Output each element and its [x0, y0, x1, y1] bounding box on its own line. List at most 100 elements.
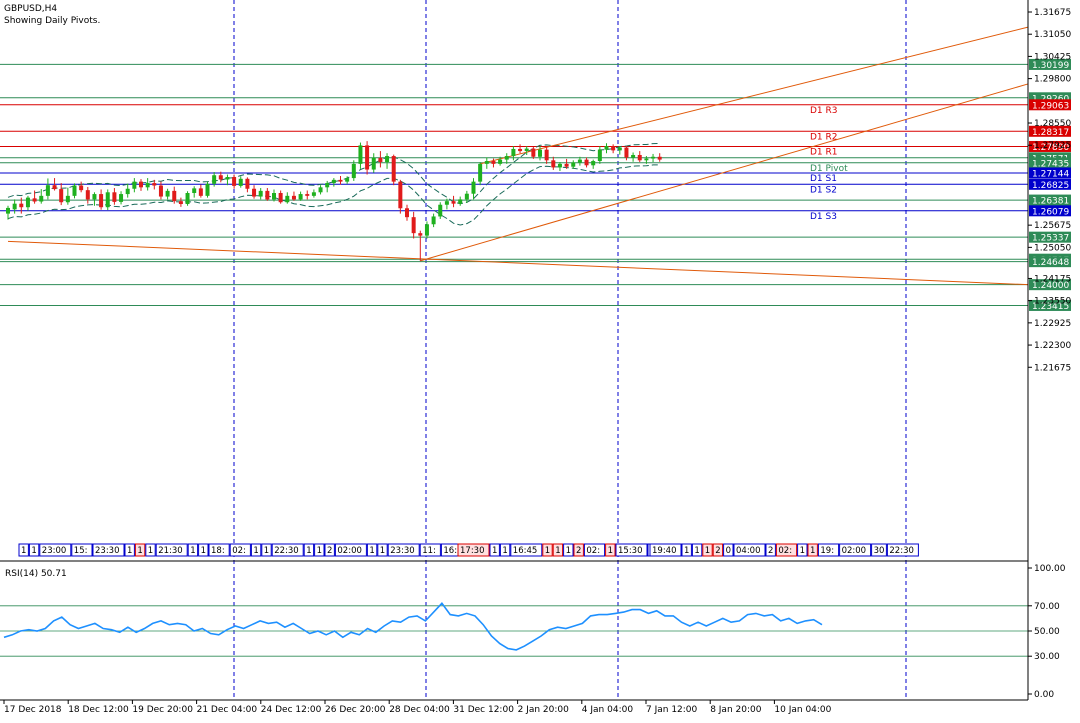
event-marker[interactable] [39, 543, 72, 557]
event-marker-label: 23:30 [95, 546, 120, 556]
event-marker[interactable] [573, 543, 584, 557]
event-marker[interactable] [681, 543, 692, 557]
level-price-label: 1.27435 [1032, 159, 1069, 169]
bull-candle [597, 149, 602, 162]
event-marker[interactable] [366, 543, 378, 557]
event-marker[interactable] [124, 543, 135, 557]
level-price-box [1029, 205, 1071, 217]
event-marker[interactable] [807, 543, 818, 557]
event-marker[interactable] [92, 543, 125, 557]
event-marker[interactable] [563, 543, 574, 557]
bull-candle [617, 147, 622, 151]
bull-candle [571, 162, 576, 167]
event-marker[interactable] [583, 543, 606, 557]
event-marker[interactable] [229, 543, 251, 557]
event-marker[interactable] [271, 543, 304, 557]
event-marker-label: 2 [327, 546, 332, 556]
bear-candle [398, 181, 403, 209]
bear-candle [178, 201, 183, 205]
event-marker[interactable] [334, 543, 367, 557]
bull-candle [557, 163, 562, 168]
event-marker[interactable] [765, 543, 776, 557]
event-marker[interactable] [691, 543, 703, 557]
event-marker[interactable] [649, 543, 682, 557]
event-marker-label: 23:00 [42, 546, 67, 556]
event-marker[interactable] [208, 543, 230, 557]
event-marker[interactable] [303, 543, 315, 557]
trendlines[interactable] [7, 26, 1029, 286]
event-markers[interactable]: 1 1 23:00 15: 23:30 1 1 1 21:30 1 1 18: 02: 1 1 22:30 1 1… [18, 543, 919, 557]
time-tick-label: 18 Dec 12:00 [68, 705, 129, 715]
bear-candle [405, 208, 409, 218]
event-marker[interactable] [145, 543, 156, 557]
level-price-box [1029, 140, 1071, 152]
event-marker[interactable] [314, 543, 325, 557]
event-marker[interactable] [510, 543, 543, 557]
event-marker[interactable] [552, 543, 564, 557]
trendline [7, 240, 1029, 286]
rsi-panel: 100.00 70.00 50.00 30.00 0.00 [0, 564, 1066, 700]
bull-candle [498, 159, 503, 164]
event-marker[interactable] [28, 543, 40, 557]
event-marker[interactable] [702, 543, 713, 557]
event-marker[interactable] [499, 543, 511, 557]
pivot-tag-label: D1 S3 [810, 212, 837, 222]
level-price-box [1029, 299, 1071, 311]
bear-candle [564, 163, 569, 167]
event-marker[interactable] [712, 543, 724, 557]
bull-candle [591, 161, 596, 166]
event-marker[interactable] [457, 543, 490, 557]
event-marker[interactable] [377, 543, 388, 557]
event-marker[interactable] [324, 543, 335, 557]
time-tick-label: 24 Dec 12:00 [261, 705, 322, 715]
event-marker[interactable] [18, 543, 29, 557]
time-tick-label: 10 Jan 04:00 [774, 705, 831, 715]
event-marker[interactable] [387, 543, 420, 557]
bull-candle [92, 194, 97, 200]
bear-candle [158, 185, 163, 197]
bull-candle [285, 195, 290, 203]
event-marker[interactable] [419, 543, 441, 557]
event-marker-label: 1 [555, 546, 560, 556]
level-price-box [1029, 167, 1071, 179]
event-marker[interactable] [134, 543, 146, 557]
rsi-label: RSI(14) 50.71 [5, 569, 67, 579]
event-marker[interactable] [839, 543, 872, 557]
event-marker[interactable] [733, 543, 766, 557]
event-marker-label: 30 [874, 546, 885, 556]
bull-candle [6, 207, 10, 214]
event-marker[interactable] [886, 543, 919, 557]
event-marker[interactable] [71, 543, 93, 557]
event-marker[interactable] [198, 543, 209, 557]
event-marker[interactable] [542, 543, 553, 557]
event-marker[interactable] [261, 543, 272, 557]
event-marker[interactable] [723, 543, 734, 557]
event-marker-label: 15:30 [618, 546, 643, 556]
event-marker[interactable] [250, 543, 262, 557]
bear-candle [305, 194, 310, 196]
level-price-box [1029, 99, 1071, 111]
event-marker[interactable] [615, 543, 648, 557]
event-marker[interactable] [187, 543, 199, 557]
event-marker-label: 1 [608, 546, 613, 556]
event-marker[interactable] [489, 543, 500, 557]
upper-envelope-line [7, 143, 660, 205]
bear-candle [218, 175, 223, 180]
event-marker[interactable] [871, 543, 887, 557]
event-marker-label: 1 [253, 546, 258, 556]
event-marker-label: 21:30 [158, 546, 183, 556]
bear-candle [584, 159, 589, 166]
event-marker[interactable] [797, 543, 808, 557]
bear-candle [172, 190, 177, 202]
pivot-tag-label: D1 R1 [810, 147, 838, 157]
price-tick-label: 1.24175 [1034, 274, 1071, 284]
bull-candle [358, 145, 363, 164]
event-marker[interactable] [605, 543, 616, 557]
event-marker[interactable] [817, 543, 840, 557]
event-marker[interactable] [155, 543, 188, 557]
event-marker-label: 0 [726, 546, 731, 556]
bull-candle [351, 163, 356, 179]
event-marker[interactable] [775, 543, 798, 557]
